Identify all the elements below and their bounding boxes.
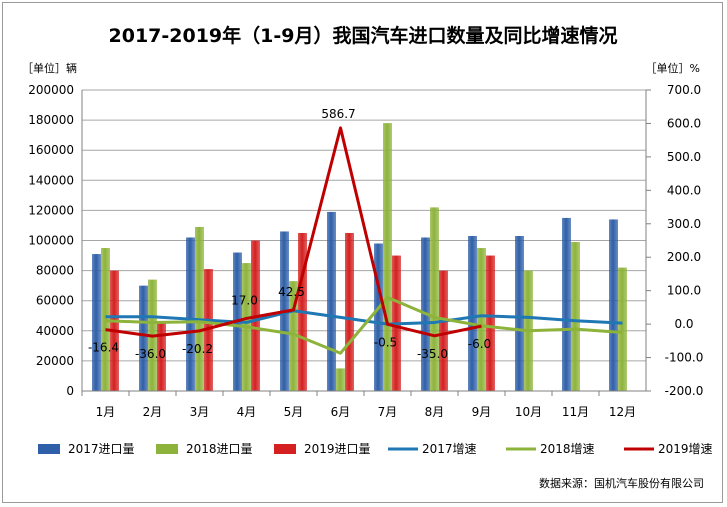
x-tick-label: 3月 [190,405,210,419]
bar-2018进口量 [618,267,627,391]
left-tick-label: 60000 [36,294,74,308]
x-tick-label: 4月 [237,405,257,419]
x-tick-label: 7月 [378,405,398,419]
x-tick-label: 11月 [562,405,589,419]
bar-2017进口量 [327,211,336,391]
data-label: 17.0 [231,293,258,307]
source-note: 数据来源：国机汽车股份有限公司 [539,476,704,490]
x-tick-label: 9月 [472,405,492,419]
legend-label: 2019进口量 [304,442,371,456]
left-tick-label: 20000 [36,354,74,368]
legend-item: 2019进口量 [274,442,371,456]
data-label: -35.0 [417,347,448,361]
right-tick-label: 500.0 [667,150,701,164]
right-tick-label: -100.0 [665,351,704,365]
bar-2018进口量 [571,242,580,391]
data-label: -16.4 [88,341,119,355]
right-tick-label: 200.0 [667,250,701,264]
data-label: -0.5 [374,335,397,349]
left-tick-label: 40000 [36,324,74,338]
data-label: 42.5 [278,285,305,299]
bar-2018进口量 [195,226,204,391]
bar-2018进口量 [383,123,392,392]
bar-2019进口量 [439,270,448,391]
bar-2017进口量 [92,254,101,391]
right-tick-label: 100.0 [667,284,701,298]
bar-2017进口量 [609,219,618,391]
x-tick-label: 8月 [425,405,445,419]
bar-2018进口量 [430,207,439,391]
data-label: 586.7 [321,107,355,121]
right-tick-label: 700.0 [667,83,701,97]
legend-label: 2018增速 [540,442,595,456]
left-tick-label: 0 [66,384,74,398]
legend-label: 2018进口量 [186,442,253,456]
bar-2018进口量 [336,368,345,391]
bar-2017进口量 [468,235,477,391]
bar-2018进口量 [477,248,486,391]
right-tick-label: -200.0 [665,384,704,398]
data-label: -20.2 [182,342,213,356]
legend-swatch [156,444,178,454]
right-tick-label: 0.0 [674,317,693,331]
bar-2017进口量 [562,217,571,391]
legend-swatch [38,444,60,454]
chart-title: 2017-2019年（1-9月）我国汽车进口数量及同比增速情况 [109,24,618,47]
line-2019增速 [105,126,482,338]
legend-item: 2018增速 [506,442,595,456]
x-tick-label: 1月 [96,405,116,419]
grid [82,89,646,392]
left-tick-label: 80000 [36,264,74,278]
legend: 2017进口量 2018进口量 2019进口量 2017增速 2018增速 2019增速 [38,442,713,456]
left-tick-label: 100000 [28,234,74,248]
bar-2019进口量 [486,255,495,391]
x-tick-label: 12月 [609,405,636,419]
bar-2017进口量 [139,285,148,391]
legend-label: 2017增速 [422,442,477,456]
x-tick-label: 5月 [284,405,304,419]
x-tick-label: 10月 [515,405,542,419]
bar-2019进口量 [345,232,354,391]
right-tick-label: 400.0 [667,183,701,197]
lines [105,126,623,355]
data-label: -6.0 [468,337,491,351]
legend-label: 2019增速 [658,442,713,456]
bar-2018进口量 [101,248,110,391]
legend-item: 2019增速 [624,442,713,456]
x-tick-label: 2月 [143,405,163,419]
bar-2018进口量 [289,281,298,391]
legend-label: 2017进口量 [68,442,135,456]
left-tick-label: 160000 [28,143,74,157]
left-tick-label: 180000 [28,113,74,127]
bar-2017进口量 [186,237,195,391]
left-tick-label: 140000 [28,173,74,187]
bar-2017进口量 [374,243,383,391]
left-tick-label: 200000 [28,83,74,97]
left-axis-unit: ［单位］辆 [22,61,77,75]
legend-item: 2017进口量 [38,442,135,456]
bars [92,123,627,392]
x-tick-label: 6月 [331,405,351,419]
right-axis-unit: ［单位］% [646,61,700,75]
data-labels: -16.4 -36.0 -20.2 17.0 42.5 586.7 -0.5 -35.0 -6.… [88,107,491,361]
legend-item: 2017增速 [388,442,477,456]
bar-2017进口量 [515,235,524,391]
right-tick-label: 600.0 [667,116,701,130]
bar-2019进口量 [204,269,213,391]
bar-2019进口量 [157,323,166,391]
data-label: -36.0 [135,347,166,361]
legend-item: 2018进口量 [156,442,253,456]
right-tick-label: 300.0 [667,217,701,231]
left-tick-label: 120000 [28,203,74,217]
line-2018增速 [105,295,623,355]
legend-swatch [274,444,296,454]
line-2017增速 [105,309,623,326]
axes: 0 20000 40000 60000 80000 100000 120000 140000 1… [28,83,703,419]
